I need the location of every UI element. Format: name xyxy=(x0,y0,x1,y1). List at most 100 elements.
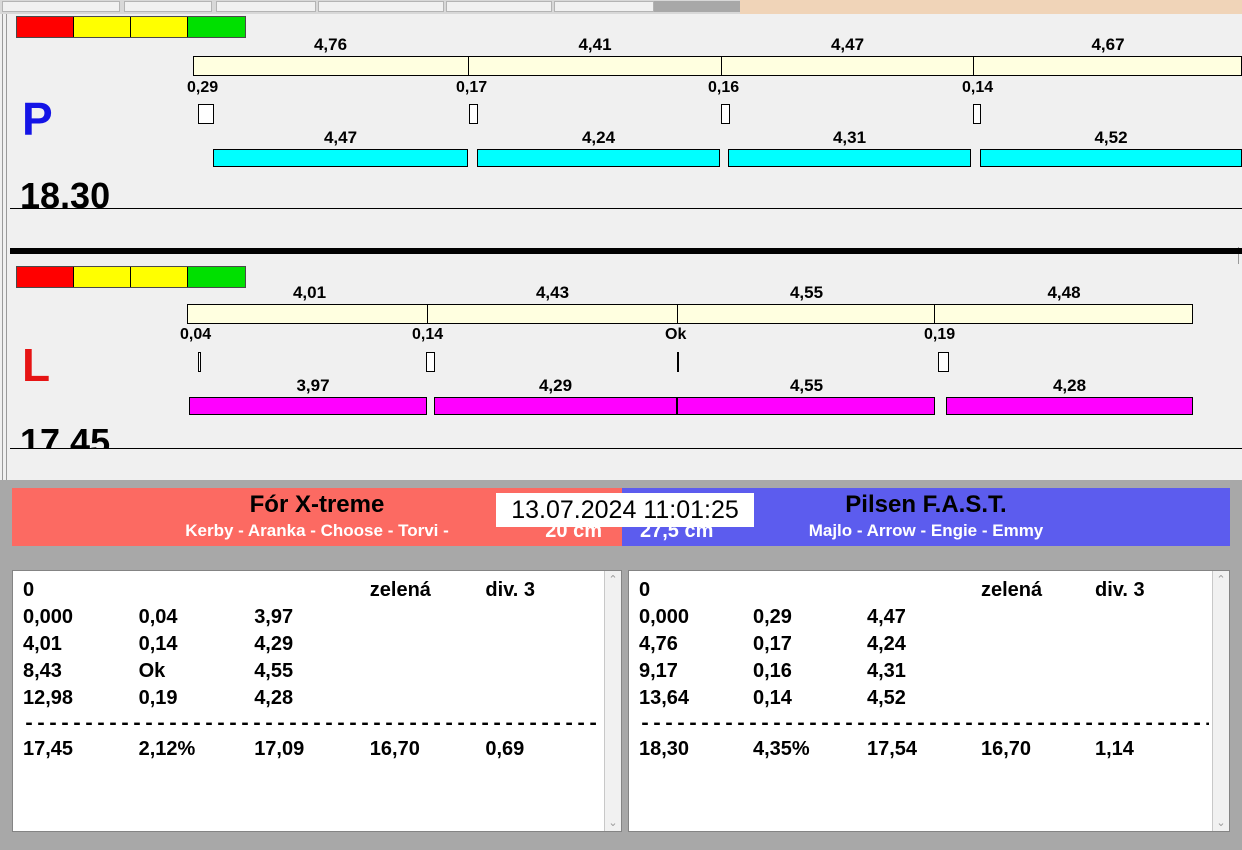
table-row[interactable]: 13,64 0,14 4,52 xyxy=(639,685,1209,712)
table-header-row: 0 zelená div. 3 xyxy=(639,577,1209,604)
transition-label-l-3: Ok xyxy=(665,326,687,343)
table-divider: ----------------------------------------… xyxy=(23,712,601,736)
header-cell-4: div. 3 xyxy=(485,579,536,601)
side-letter-p: P xyxy=(22,93,53,145)
panel-divider-thick xyxy=(10,248,1242,254)
transition-marker-l-4 xyxy=(938,352,949,372)
transition-marker-l-1 xyxy=(198,352,201,372)
cell: 4,24 xyxy=(867,633,906,655)
run-bar-l-3 xyxy=(677,397,935,415)
toolbar-cell[interactable] xyxy=(554,1,654,12)
run-bar-l-2 xyxy=(434,397,677,415)
table-row[interactable]: 4,76 0,17 4,24 xyxy=(639,631,1209,658)
transition-label-p-3: 0,16 xyxy=(708,79,740,96)
cell: 0,19 xyxy=(138,687,178,709)
toolbar-cell[interactable] xyxy=(2,1,120,12)
scrollbar-track[interactable] xyxy=(654,1,740,12)
segment-l-3 xyxy=(678,305,935,323)
legend-segment-yellow-2 xyxy=(131,17,188,37)
header-cell-3: zelená xyxy=(369,579,431,601)
legend-segment-red xyxy=(17,17,74,37)
run-bar-p-3 xyxy=(728,149,971,167)
table-row[interactable]: 4,01 0,14 4,29 xyxy=(23,631,601,658)
toolbar-cell[interactable] xyxy=(216,1,316,12)
cell: 4,47 xyxy=(867,606,906,628)
bar-label-l-2: 4,29 xyxy=(538,376,573,395)
table-row[interactable]: 12,98 0,19 4,28 xyxy=(23,685,601,712)
cell: 0,000 xyxy=(23,606,74,628)
scroll-down-icon[interactable]: ⌄ xyxy=(1216,817,1226,829)
results-rows-left: 0 zelená div. 3 0,000 0,04 3,97 4,01 0,1… xyxy=(23,577,601,763)
cell: 8,43 xyxy=(23,660,62,682)
table-row[interactable]: 0,000 0,04 3,97 xyxy=(23,604,601,631)
cell: 13,64 xyxy=(639,687,690,709)
cell: 0,14 xyxy=(753,687,792,709)
cell: 9,17 xyxy=(639,660,678,682)
table-divider: ----------------------------------------… xyxy=(639,712,1209,736)
bar-label-l-4: 4,28 xyxy=(1052,376,1087,395)
transition-label-p-1: 0,29 xyxy=(187,79,219,96)
scrollbar-left[interactable]: ⌃ ⌄ xyxy=(604,571,621,831)
legend-segment-green xyxy=(188,267,245,287)
segment-label-p-1: 4,76 xyxy=(313,35,348,54)
legend-segment-green xyxy=(188,17,245,37)
run-bar-p-2 xyxy=(477,149,720,167)
table-row[interactable]: 8,43 Ok 4,55 xyxy=(23,658,601,685)
scroll-up-icon[interactable]: ⌃ xyxy=(608,574,618,586)
segment-label-p-3: 4,47 xyxy=(830,35,865,54)
table-row[interactable]: 9,17 0,16 4,31 xyxy=(639,658,1209,685)
legend-segment-yellow-1 xyxy=(74,17,131,37)
run-bar-p-1 xyxy=(213,149,468,167)
cell: 0,14 xyxy=(138,633,178,655)
segment-label-l-2: 4,43 xyxy=(535,283,570,302)
summary-cell: 1,14 xyxy=(1095,738,1134,760)
segment-label-l-1: 4,01 xyxy=(292,283,327,302)
toolbar-cell[interactable] xyxy=(124,1,212,12)
cell: 0,29 xyxy=(753,606,792,628)
cell: 0,000 xyxy=(639,606,690,628)
summary-cell: 17,45 xyxy=(23,738,74,760)
header-cell-3: zelená xyxy=(981,579,1043,601)
segment-track-p xyxy=(193,56,1242,76)
transition-marker-l-2 xyxy=(426,352,435,372)
header-cell-4: div. 3 xyxy=(1095,579,1145,601)
segment-label-l-4: 4,48 xyxy=(1047,283,1081,302)
legend-segment-red xyxy=(17,267,74,287)
legend-segment-yellow-2 xyxy=(131,267,188,287)
cell: 12,98 xyxy=(23,687,74,709)
scrollbar-right[interactable]: ⌃ ⌄ xyxy=(1212,571,1229,831)
run-panel-l: L 17,45 4,01 4,43 4,55 4,48 0,04 0,14 Ok… xyxy=(10,264,1242,482)
bar-label-p-1: 4,47 xyxy=(323,128,358,147)
main-frame: P 18,30 4,76 4,41 4,47 4,67 0,29 0,17 0,… xyxy=(0,14,1242,850)
bar-row-p xyxy=(10,149,1242,167)
spacer-strip-p xyxy=(10,208,1242,247)
team-members-left: Kerby - Aranka - Choose - Torvi - xyxy=(185,521,449,540)
team-members-right: Majlo - Arrow - Engie - Emmy xyxy=(808,521,1044,540)
transition-label-l-4: 0,19 xyxy=(924,326,956,343)
clock-display: 13.07.2024 11:01:25 xyxy=(496,493,754,527)
summary-cell: 2,12% xyxy=(138,738,196,760)
segment-track-l xyxy=(187,304,1193,324)
transition-marker-p-2 xyxy=(469,104,478,124)
bar-label-p-4: 4,52 xyxy=(1094,128,1128,147)
results-list-right[interactable]: 0 zelená div. 3 0,000 0,29 4,47 4,76 0,1… xyxy=(628,570,1230,832)
toolbar-cell[interactable] xyxy=(446,1,552,12)
summary-cell: 16,70 xyxy=(369,738,420,760)
transition-label-l-1: 0,04 xyxy=(180,326,212,343)
cell: 4,52 xyxy=(867,687,906,709)
results-list-left[interactable]: 0 zelená div. 3 0,000 0,04 3,97 4,01 0,1… xyxy=(12,570,622,832)
cell: 0,04 xyxy=(138,606,178,628)
transition-marker-p-4 xyxy=(973,104,981,124)
cell: 4,55 xyxy=(254,660,294,682)
cell: 3,97 xyxy=(254,606,294,628)
run-bar-l-4 xyxy=(946,397,1193,415)
header-cell-0: 0 xyxy=(23,579,35,601)
scroll-down-icon[interactable]: ⌄ xyxy=(608,817,618,829)
segment-l-1 xyxy=(188,305,428,323)
toolbar-cell[interactable] xyxy=(318,1,444,12)
run-bar-l-1 xyxy=(189,397,427,415)
table-row[interactable]: 0,000 0,29 4,47 xyxy=(639,604,1209,631)
scroll-up-icon[interactable]: ⌃ xyxy=(1216,574,1226,586)
cell: 4,01 xyxy=(23,633,62,655)
summary-cell: 17,09 xyxy=(254,738,305,760)
